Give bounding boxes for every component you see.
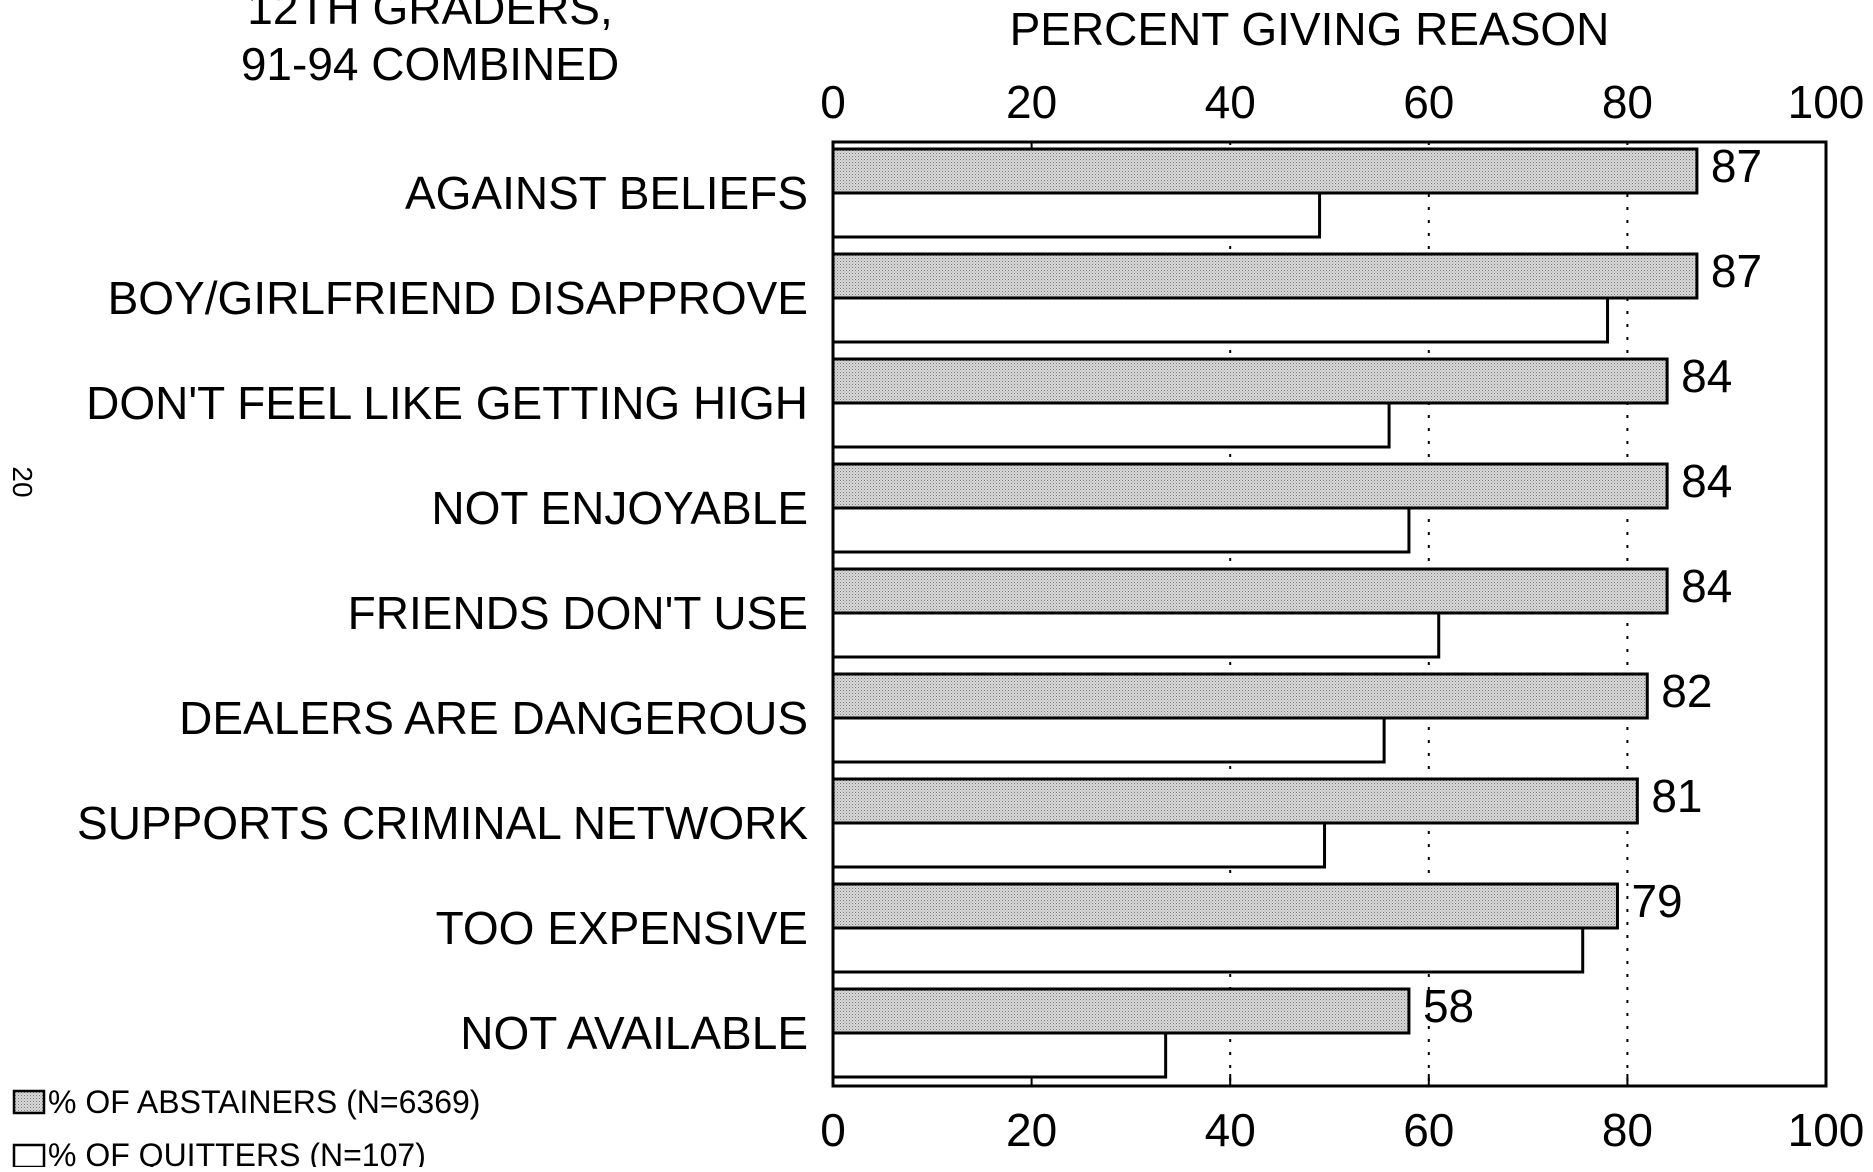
chart-title: 12TH GRADERS, [247,0,613,34]
bar-quitters-8 [831,1031,1168,1079]
bar-abstainers-7 [831,882,1619,930]
bar-quitters-0 [831,191,1322,239]
category-label-8: NOT AVAILABLE [460,1007,808,1059]
bar-abstainers-6 [831,777,1639,825]
category-label-4: FRIENDS DON'T USE [348,587,808,639]
bar-abstainers-1 [831,252,1699,300]
category-label-3: NOT ENJOYABLE [431,482,808,534]
bar-quitters-6 [831,821,1327,869]
bar-quitters-2 [831,401,1391,449]
value-label-abstainers-4: 84 [1681,560,1732,612]
page-number: 20 [7,466,38,497]
bar-quitters-3 [831,506,1411,554]
value-label-abstainers-1: 87 [1711,245,1762,297]
bar-abstainers-0 [831,147,1699,195]
x-tick-bottom-80: 80 [1602,1104,1653,1156]
bar-abstainers-5 [831,672,1649,720]
category-label-0: AGAINST BELIEFS [405,167,808,219]
bar-abstainers-3 [831,462,1669,510]
value-label-abstainers-2: 84 [1681,350,1732,402]
x-tick-top-100: 100 [1788,76,1865,128]
category-label-7: TOO EXPENSIVE [436,902,808,954]
bar-quitters-1 [831,296,1610,344]
category-label-1: BOY/GIRLFRIEND DISAPPROVE [108,272,808,324]
x-tick-bottom-0: 0 [820,1104,846,1156]
category-label-6: SUPPORTS CRIMINAL NETWORK [77,797,808,849]
bar-abstainers-2 [831,357,1669,405]
legend-label-quitters: % OF QUITTERS (N=107) [48,1137,426,1167]
x-tick-bottom-60: 60 [1403,1104,1454,1156]
chart-subtitle: 91-94 COMBINED [241,38,619,90]
bar-abstainers-8 [831,987,1411,1035]
x-tick-bottom-40: 40 [1205,1104,1256,1156]
x-tick-top-60: 60 [1403,76,1454,128]
value-label-abstainers-6: 81 [1651,770,1702,822]
x-tick-top-80: 80 [1602,76,1653,128]
legend-swatch-abstainers [12,1089,46,1115]
x-tick-bottom-100: 100 [1788,1104,1865,1156]
category-label-5: DEALERS ARE DANGEROUS [179,692,808,744]
legend-label-abstainers: % OF ABSTAINERS (N=6369) [48,1084,480,1120]
x-tick-bottom-20: 20 [1006,1104,1057,1156]
value-label-abstainers-5: 82 [1661,665,1712,717]
value-label-abstainers-8: 58 [1423,980,1474,1032]
value-label-abstainers-7: 79 [1631,875,1682,927]
category-label-2: DON'T FEEL LIKE GETTING HIGH [86,377,808,429]
x-tick-top-40: 40 [1205,76,1256,128]
bar-quitters-4 [831,611,1441,659]
value-label-abstainers-0: 87 [1711,140,1762,192]
value-label-abstainers-3: 84 [1681,455,1732,507]
plot-frame [831,140,1828,1088]
x-axis-label: PERCENT GIVING REASON [1010,3,1610,55]
bar-quitters-7 [831,926,1585,974]
bar-quitters-5 [831,716,1386,764]
x-tick-top-20: 20 [1006,76,1057,128]
legend-swatch-quitters [12,1143,46,1169]
x-tick-top-0: 0 [820,76,846,128]
bar-abstainers-4 [831,567,1669,615]
